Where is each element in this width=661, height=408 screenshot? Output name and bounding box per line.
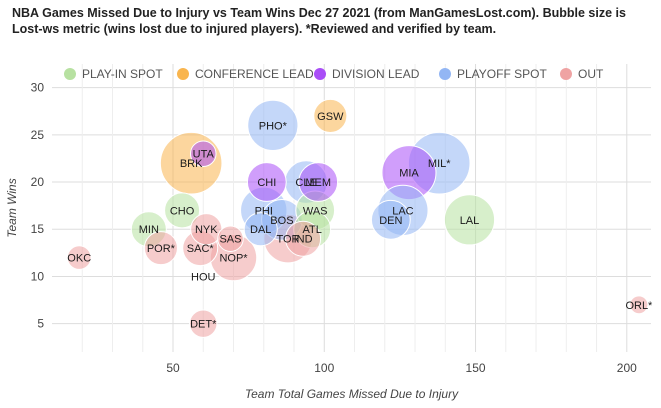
y-tick-label: 5 [37,317,44,331]
legend-swatch [314,68,326,80]
bubble [370,199,411,240]
bubble-label: GSW [317,111,344,123]
x-tick-label: 100 [314,361,334,375]
bubble [143,231,178,266]
bubble-label: WAS [303,205,328,217]
bubble-label: TOR [276,234,299,246]
legend-item: OUT [560,67,604,81]
bubble-label: DET* [190,319,217,331]
bubble-label: UTA [193,149,215,161]
legend: PLAY-IN SPOT CONFERENCE LEAD DIVISION LEAD… [64,67,604,81]
y-tick-label: 10 [31,269,45,283]
bubble [66,245,92,270]
bubble-label: DEN [379,215,402,227]
x-tick-label: 150 [466,361,486,375]
legend-label: DIVISION LEAD [332,67,420,81]
bubble [298,162,339,202]
bubble-label: MEM [305,177,331,189]
bubble-label: SAS [219,234,241,246]
legend-item: PLAYOFF SPOT [439,67,547,81]
bubble [217,225,244,252]
bubble-label: IND [294,234,313,246]
bubble-label: NYK [195,224,218,236]
legend-item: PLAY-IN SPOT [64,67,163,81]
legend-swatch [64,68,76,80]
y-tick-label: 30 [31,81,45,95]
bubble-label: MIN [139,224,159,236]
bubble [285,220,322,257]
bubble-label: LAC [392,205,413,217]
bubble-label: SAC* [187,243,215,255]
y-tick-label: 15 [31,222,45,236]
legend-label: OUT [578,67,604,81]
x-axis-title: Team Total Games Missed Due to Injury [245,387,459,401]
axes: Team Total Games Missed Due to Injury Te… [5,178,459,401]
legend-label: PLAY-IN SPOT [82,67,163,81]
bubble [629,295,649,315]
legend-label: CONFERENCE LEAD [195,67,314,81]
bubble-label: ORL* [625,300,653,312]
bubble-label: CHI [257,177,276,189]
bubble-label: PHO* [259,120,288,132]
bubble [246,162,287,202]
bubble-label: PHI [255,205,273,217]
chart-title: NBA Games Missed Due to Injury vs Team W… [12,6,626,36]
y-axis-title: Team Wins [5,178,19,237]
bubble-label: MIL* [428,158,451,170]
legend-label: PLAYOFF SPOT [457,67,547,81]
bubble-label: MIA [399,168,419,180]
legend-item: DIVISION LEAD [314,67,420,81]
y-tick-label: 20 [31,175,45,189]
bubble [164,192,201,229]
bubbles [66,98,649,338]
bubble-label: BOS [270,215,293,227]
bubble-label: DAL [250,224,271,236]
bubble-label: LAL [460,215,480,227]
bubble-label: HOU [191,271,216,283]
bubble-label: POR* [147,243,176,255]
bubble [189,309,218,338]
bubble-label: CLE [295,177,316,189]
bubble [247,99,299,151]
x-tick-label: 50 [166,361,180,375]
bubble-label: CHO [170,205,195,217]
bubble-label: BRK [180,158,203,170]
legend-item: CONFERENCE LEAD [177,67,314,81]
bubble-label: OKC [67,253,91,265]
bubble-labels: BRK MIL* MIA LAL PHO* LAC TOR PHI NOP* CLE BOS WAS C… [67,111,653,331]
bubble-label: ATL [302,224,321,236]
legend-swatch [177,68,189,80]
bubble-label: NOP* [219,253,248,265]
legend-swatch [560,68,572,80]
y-tick-label: 25 [31,128,45,142]
x-tick-label: 200 [617,361,637,375]
bubble [313,98,348,133]
bubble [190,140,217,167]
legend-swatch [439,68,451,80]
bubble [443,194,496,246]
bubble [243,212,278,247]
